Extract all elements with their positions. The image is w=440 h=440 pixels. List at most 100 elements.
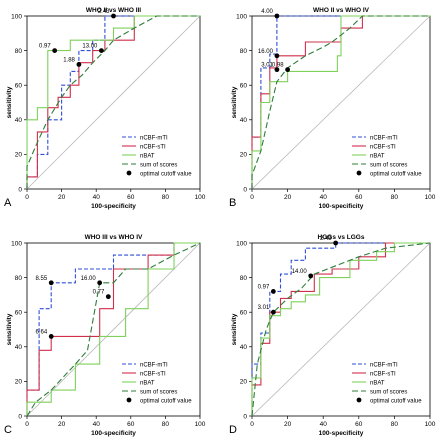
- cutoff-label: 2.43: [320, 236, 332, 242]
- cutoff-point: [76, 62, 82, 67]
- legend-label: nCBF-mTI: [370, 135, 398, 141]
- legend-label: nCBF-mTI: [370, 362, 398, 368]
- cutoff-label: 0.98: [272, 63, 284, 69]
- panel-label: C: [4, 424, 12, 436]
- roc-panel-c: 0 20 40 60 80 100 0 20 40 60 80 100 100-specificity s…: [4, 234, 206, 437]
- legend-label: nBAT: [140, 153, 155, 159]
- x-tick-label: 100: [425, 194, 436, 201]
- x-tick-label: 0: [250, 421, 254, 428]
- cutoff-label: 13.00: [82, 44, 98, 50]
- x-tick-label: 60: [127, 421, 135, 428]
- legend-label: nBAT: [370, 380, 385, 386]
- cutoff-label: 14.00: [292, 269, 308, 275]
- cutoff-point: [48, 280, 54, 286]
- legend-label: nBAT: [140, 380, 155, 386]
- y-tick-label: 60: [240, 310, 248, 317]
- y-tick-label: 40: [15, 344, 23, 351]
- x-tick-label: 40: [320, 194, 328, 201]
- x-tick-label: 40: [93, 194, 101, 201]
- reference-diagonal: [251, 15, 431, 190]
- roc-line-ncbf-sti: [26, 242, 200, 416]
- y-tick-label: 80: [15, 275, 23, 282]
- x-tick-label: 20: [58, 421, 66, 428]
- cutoff-point: [270, 309, 276, 315]
- legend-cutoff-marker: [126, 397, 132, 403]
- x-tick-label: 60: [127, 194, 135, 201]
- roc-line-nbat: [26, 242, 200, 416]
- cutoff-point: [97, 280, 103, 286]
- y-tick-label: 100: [236, 240, 247, 247]
- y-tick-label: 0: [18, 413, 22, 420]
- x-tick-label: 0: [25, 194, 29, 201]
- legend-label: sum of scores: [370, 162, 407, 168]
- cutoff-label: 16.00: [81, 276, 97, 282]
- roc-panel-d: 0 20 40 60 80 100 0 20 40 60 80 100 100-specificity s…: [229, 234, 436, 437]
- x-axis-label: 100-specificity: [91, 203, 136, 210]
- x-tick-label: 20: [284, 421, 292, 428]
- legend-label: optimal cutoff value: [140, 398, 192, 404]
- cutoff-label: 3.01: [261, 63, 273, 69]
- panel-label: B: [229, 197, 236, 209]
- legend-label: optimal cutoff value: [370, 398, 422, 404]
- y-tick-label: 100: [236, 13, 247, 20]
- x-axis-label: 100-specificity: [91, 430, 136, 437]
- x-tick-label: 60: [355, 421, 363, 428]
- y-tick-label: 100: [11, 13, 22, 20]
- cutoff-point: [274, 67, 280, 73]
- legend-label: nCBF-sTI: [370, 144, 396, 150]
- cutoff-point: [111, 13, 116, 19]
- panel-label: D: [229, 424, 237, 436]
- x-tick-label: 40: [93, 421, 101, 428]
- cutoff-point: [285, 67, 290, 73]
- x-axis-label: 100-specificity: [319, 430, 364, 437]
- roc-line-sum-of-scores: [251, 15, 430, 189]
- y-tick-label: 60: [240, 83, 248, 90]
- x-tick-label: 0: [250, 194, 254, 201]
- legend-label: nCBF-mTI: [140, 135, 168, 141]
- y-tick-label: 20: [240, 379, 248, 386]
- x-tick-label: 100: [195, 194, 206, 201]
- y-tick-label: 60: [15, 83, 23, 90]
- x-tick-label: 20: [284, 194, 292, 201]
- roc-panel-a: 0 20 40 60 80 100 0 20 40 60 80 100 100-specificity s…: [4, 7, 206, 210]
- x-tick-label: 40: [320, 421, 328, 428]
- legend-label: nBAT: [370, 153, 385, 159]
- y-tick-label: 40: [240, 117, 248, 124]
- chart-title: HGGs vs LGGs: [318, 234, 365, 241]
- x-tick-label: 80: [162, 194, 170, 201]
- legend-label: nCBF-sTI: [370, 371, 396, 377]
- cutoff-point: [270, 289, 276, 294]
- chart-title: WHO II vs WHO III: [86, 7, 141, 14]
- x-tick-label: 20: [58, 194, 66, 201]
- legend-label: optimal cutoff value: [370, 171, 422, 177]
- cutoff-point: [48, 334, 54, 339]
- x-tick-label: 80: [162, 421, 170, 428]
- cutoff-point: [105, 294, 111, 300]
- y-axis-label: sensitivity: [6, 313, 13, 345]
- cutoff-label: 6.64: [36, 329, 48, 335]
- cutoff-point: [308, 273, 314, 279]
- y-tick-label: 80: [240, 275, 248, 282]
- y-tick-label: 20: [15, 152, 23, 159]
- legend-label: sum of scores: [140, 389, 177, 395]
- y-tick-label: 80: [240, 48, 248, 55]
- y-axis-label: sensitivity: [231, 313, 238, 345]
- cutoff-label: 1.88: [63, 57, 75, 63]
- cutoff-point: [98, 48, 104, 53]
- legend-label: nCBF-mTI: [140, 362, 168, 368]
- y-axis-label: sensitivity: [231, 86, 238, 118]
- x-tick-label: 100: [195, 421, 206, 428]
- cutoff-label: 4.00: [261, 9, 273, 15]
- cutoff-label: 16.00: [258, 49, 274, 55]
- roc-line-sum-of-scores: [251, 242, 431, 417]
- x-axis-label: 100-specificity: [319, 203, 364, 210]
- legend-label: nCBF-sTI: [140, 371, 166, 377]
- y-axis-label: sensitivity: [6, 86, 13, 118]
- cutoff-label: 8.55: [36, 276, 48, 282]
- cutoff-label: 3.01: [258, 305, 270, 311]
- y-tick-label: 40: [15, 117, 23, 124]
- legend-label: optimal cutoff value: [140, 171, 192, 177]
- y-tick-label: 0: [18, 186, 22, 193]
- x-tick-label: 80: [391, 421, 399, 428]
